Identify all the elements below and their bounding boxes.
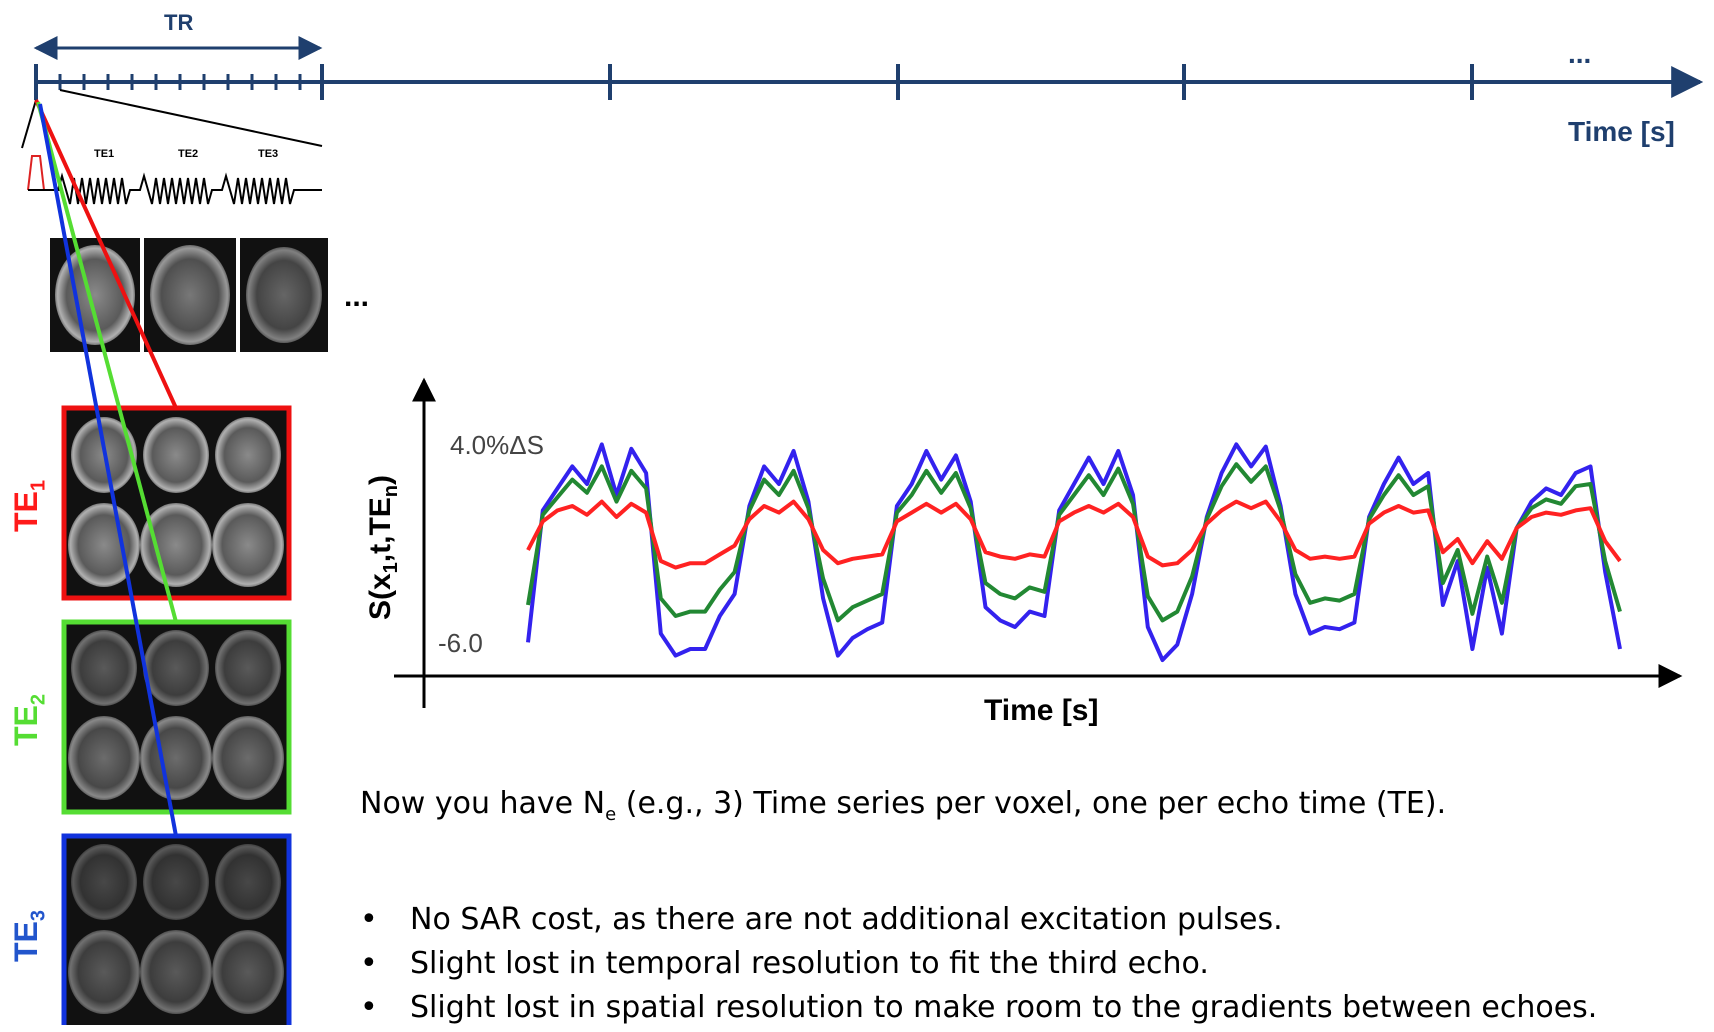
sequence-te1-label: TE1 [94, 148, 115, 160]
echo-image-row [50, 238, 328, 352]
te3-side-label: TE3 [8, 909, 50, 962]
image-row-ellipsis: ... [344, 280, 370, 313]
chart-series-line-2 [526, 462, 1622, 623]
time-axis-label: Time [s] [1568, 116, 1675, 147]
intro-text: Now you have Ne (e.g., 3) Time series pe… [360, 786, 1447, 825]
time-axis-minor-ticks [58, 74, 302, 90]
link-line-te2 [36, 101, 178, 623]
chart-series-group [526, 442, 1622, 662]
rf-pulse-icon [27, 155, 45, 191]
zoom-line-left [21, 99, 37, 149]
te1-image-block [61, 405, 292, 601]
tr-label: TR [164, 10, 194, 35]
chart-y-label: S(x1,t,TEn) [364, 474, 402, 620]
te1-side-label: TE1 [8, 479, 50, 532]
link-line-te3 [38, 103, 178, 837]
bullet-item-temporal: Slight lost in temporal resolution to fi… [360, 944, 1597, 988]
chart-y-bottom-label: -6.0 [438, 628, 483, 658]
chart-x-label: Time [s] [984, 694, 1099, 727]
time-axis-ellipsis: ... [1568, 38, 1592, 69]
epi-readout-gradients [44, 172, 322, 205]
bullet-item-spatial: Slight lost in spatial resolution to mak… [360, 988, 1597, 1032]
time-axis-major-ticks [34, 64, 1474, 100]
bullet-list: No SAR cost, as there are not additional… [360, 900, 1597, 1032]
sequence-te3-label: TE3 [258, 148, 279, 160]
chart-y-top-label: 4.0%ΔS [450, 430, 544, 460]
te2-side-label: TE2 [8, 693, 50, 746]
zoom-line-right [59, 89, 323, 147]
te3-image-block [61, 833, 292, 1025]
te2-image-block [61, 619, 292, 815]
bullet-item-sar: No SAR cost, as there are not additional… [360, 900, 1597, 944]
chart-series-line-3 [526, 499, 1622, 570]
sequence-te2-label: TE2 [178, 148, 199, 160]
link-line-te1 [34, 99, 178, 409]
